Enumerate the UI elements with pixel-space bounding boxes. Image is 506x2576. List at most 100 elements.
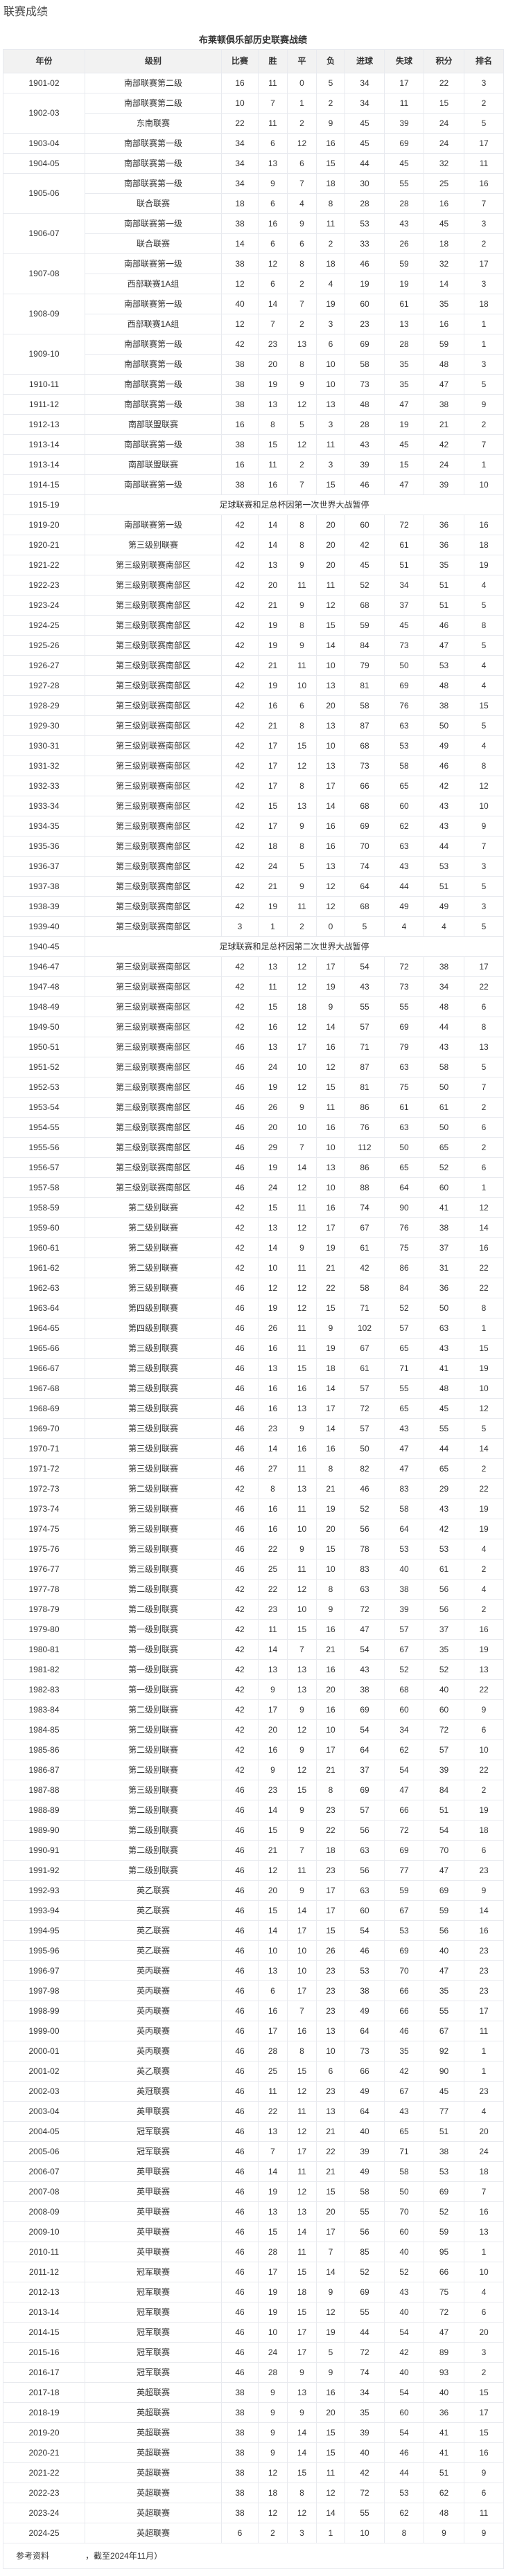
league-cell: 英甲联赛 <box>85 2161 222 2182</box>
stat-cell-goals-for: 86 <box>344 1157 385 1178</box>
stat-cell-draws: 8 <box>287 354 317 375</box>
year-cell: 1947-48 <box>3 976 85 997</box>
season-row: 2018-19 英超联赛 38 9 9 20 35 60 36 17 <box>3 2402 504 2423</box>
stat-cell-points: 51 <box>424 595 464 616</box>
stat-cell-points: 43 <box>424 796 464 816</box>
stat-cell-wins: 6 <box>258 233 288 254</box>
stat-cell-matches: 42 <box>221 1659 259 1680</box>
stat-cell-draws: 12 <box>287 133 317 154</box>
stat-cell-losses: 14 <box>316 1017 345 1037</box>
year-cell: 2011-12 <box>3 2262 85 2282</box>
season-row: 南部联赛第一级 38 20 8 10 58 35 48 3 <box>3 354 504 375</box>
stat-cell-goals-against: 39 <box>384 1599 424 1620</box>
stat-cell-goals-against: 35 <box>384 2041 424 2061</box>
season-row: 1908-09 南部联赛第一级 40 14 7 19 60 61 35 18 <box>3 294 504 334</box>
war-note-row: 1915-19 足球联赛和足总杯因第一次世界大战暂停 <box>3 494 504 515</box>
stat-cell-goals-for: 73 <box>344 2041 385 2061</box>
season-row: 1947-48 第三级别联赛南部区 42 11 12 19 43 73 34 22 <box>3 976 504 997</box>
stat-cell-losses: 21 <box>316 1760 345 1780</box>
stat-cell-rank: 19 <box>464 1639 504 1660</box>
stat-cell-matches: 40 <box>221 294 259 314</box>
stat-cell-points: 45 <box>424 1398 464 1419</box>
stat-cell-points: 9 <box>424 2523 464 2543</box>
stat-cell-losses: 18 <box>316 1358 345 1379</box>
stat-cell-draws: 17 <box>287 1037 317 1057</box>
league-cell: 南部联赛第一级 <box>85 515 222 535</box>
stat-cell-goals-against: 69 <box>384 133 424 154</box>
year-cell: 1911-12 <box>3 394 85 415</box>
stat-cell-matches: 3 <box>221 916 259 937</box>
stat-cell-draws: 13 <box>287 2201 317 2222</box>
stat-cell-rank: 7 <box>464 434 504 455</box>
league-cell: 第二级别联赛 <box>85 1237 222 1258</box>
stat-cell-points: 36 <box>424 1278 464 1298</box>
stat-cell-rank: 1 <box>464 2242 504 2262</box>
stat-cell-goals-for: 76 <box>344 1117 385 1138</box>
league-cell: 第三级别联赛南部区 <box>85 1177 222 1198</box>
stat-cell-rank: 16 <box>464 1237 504 1258</box>
stat-cell-rank: 22 <box>464 1258 504 1278</box>
stat-cell-wins: 2 <box>258 2523 288 2543</box>
stat-cell-rank: 19 <box>464 1358 504 1379</box>
season-row: 1979-80 第一级别联赛 42 11 15 16 47 57 37 16 <box>3 1619 504 1640</box>
stat-cell-wins: 26 <box>258 1318 288 1339</box>
stat-cell-goals-against: 42 <box>384 2061 424 2082</box>
stat-cell-rank: 9 <box>464 816 504 837</box>
season-row: 1950-51 第三级别联赛南部区 46 13 17 16 71 79 43 13 <box>3 1037 504 1057</box>
stat-cell-draws: 12 <box>287 2181 317 2202</box>
stat-cell-goals-against: 60 <box>384 796 424 816</box>
stat-cell-points: 24 <box>424 133 464 154</box>
stat-cell-goals-for: 50 <box>344 1438 385 1459</box>
stat-cell-rank: 5 <box>464 1057 504 1077</box>
stat-cell-losses: 10 <box>316 374 345 395</box>
year-cell: 2019-20 <box>3 2422 85 2443</box>
year-cell: 2024-25 <box>3 2523 85 2543</box>
stat-cell-matches: 34 <box>221 173 259 194</box>
stat-cell-points: 51 <box>424 2121 464 2142</box>
stat-cell-losses: 15 <box>316 2181 345 2202</box>
stat-cell-matches: 16 <box>221 454 259 475</box>
stat-cell-wins: 12 <box>258 2462 288 2483</box>
year-cell: 1926-27 <box>3 655 85 676</box>
league-cell: 第二级别联赛 <box>85 1599 222 1620</box>
stat-cell-points: 16 <box>424 314 464 334</box>
league-cell: 英超联赛 <box>85 2442 222 2463</box>
year-cell: 1933-34 <box>3 796 85 816</box>
season-row: 1935-36 第三级别联赛南部区 42 18 8 16 70 63 44 7 <box>3 836 504 857</box>
stat-cell-wins: 11 <box>258 2081 288 2102</box>
stat-cell-losses: 16 <box>316 2382 345 2403</box>
stat-cell-wins: 16 <box>258 474 288 495</box>
stat-cell-wins: 17 <box>258 1699 288 1720</box>
stat-cell-losses: 20 <box>316 515 345 535</box>
stat-cell-draws: 11 <box>287 2242 317 2262</box>
league-cell: 第三级别联赛南部区 <box>85 695 222 716</box>
season-row: 1938-39 第三级别联赛南部区 42 19 11 12 68 49 49 3 <box>3 896 504 917</box>
league-cell: 英甲联赛 <box>85 2221 222 2242</box>
stat-cell-goals-for: 66 <box>344 776 385 796</box>
stat-cell-wins: 13 <box>258 555 288 575</box>
year-cell: 1904-05 <box>3 153 85 174</box>
stat-cell-wins: 21 <box>258 1840 288 1861</box>
stat-cell-losses: 13 <box>316 675 345 696</box>
stat-cell-rank: 2 <box>464 93 504 114</box>
stat-cell-wins: 9 <box>258 2442 288 2463</box>
season-row: 1960-61 第二级别联赛 42 14 9 19 61 75 37 16 <box>3 1237 504 1258</box>
season-row: 1972-73 第二级别联赛 42 8 13 21 46 83 29 22 <box>3 1478 504 1499</box>
stat-cell-goals-against: 60 <box>384 1699 424 1720</box>
league-cell: 南部联赛第一级 <box>85 354 222 375</box>
stat-cell-losses: 20 <box>316 2402 345 2423</box>
year-cell: 2020-21 <box>3 2442 85 2463</box>
stat-cell-matches: 38 <box>221 2462 259 2483</box>
year-cell: 1988-89 <box>3 1800 85 1821</box>
stat-cell-losses: 9 <box>316 113 345 134</box>
stat-cell-goals-against: 72 <box>384 956 424 977</box>
stat-cell-matches: 38 <box>221 2442 259 2463</box>
stat-cell-goals-for: 10 <box>344 2523 385 2543</box>
stat-cell-rank: 14 <box>464 1438 504 1459</box>
column-header-6: 进球 <box>344 49 385 73</box>
season-row: 1919-20 南部联赛第一级 42 14 8 20 60 72 36 16 <box>3 515 504 535</box>
stat-cell-rank: 19 <box>464 1499 504 1519</box>
season-row: 1969-70 第三级别联赛 46 23 9 14 57 43 55 5 <box>3 1418 504 1439</box>
stat-cell-points: 62 <box>424 2483 464 2503</box>
stat-cell-goals-against: 71 <box>384 2141 424 2162</box>
